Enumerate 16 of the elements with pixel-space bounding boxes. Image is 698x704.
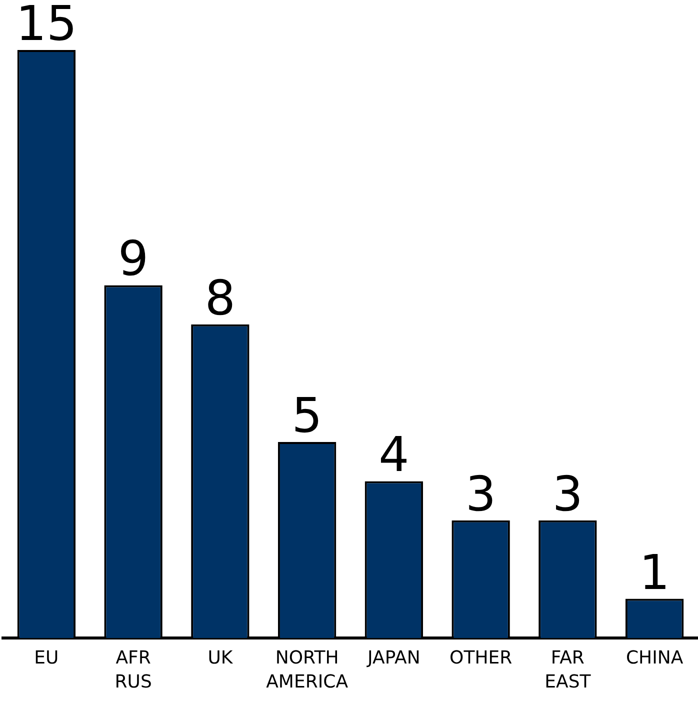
x-tick-label: OTHER	[450, 648, 512, 669]
data-label: 1	[639, 544, 670, 601]
x-tick-label: AFR RUS	[114, 648, 152, 693]
data-label: 15	[16, 0, 77, 52]
data-label: 3	[466, 466, 496, 522]
data-label: 8	[204, 270, 236, 326]
x-tick-label: CHINA	[626, 648, 684, 669]
x-tick-label: NORTH AMERICA	[266, 648, 349, 693]
data-label: 5	[292, 388, 322, 444]
x-tick-label: JAPAN	[366, 648, 420, 669]
x-tick-label: EU	[34, 648, 59, 669]
data-label: 4	[378, 427, 410, 484]
data-label: 3	[552, 466, 583, 522]
data-label: 9	[118, 231, 149, 288]
x-tick-label: UK	[208, 648, 234, 669]
x-tick-label: FAR EAST	[544, 648, 592, 693]
